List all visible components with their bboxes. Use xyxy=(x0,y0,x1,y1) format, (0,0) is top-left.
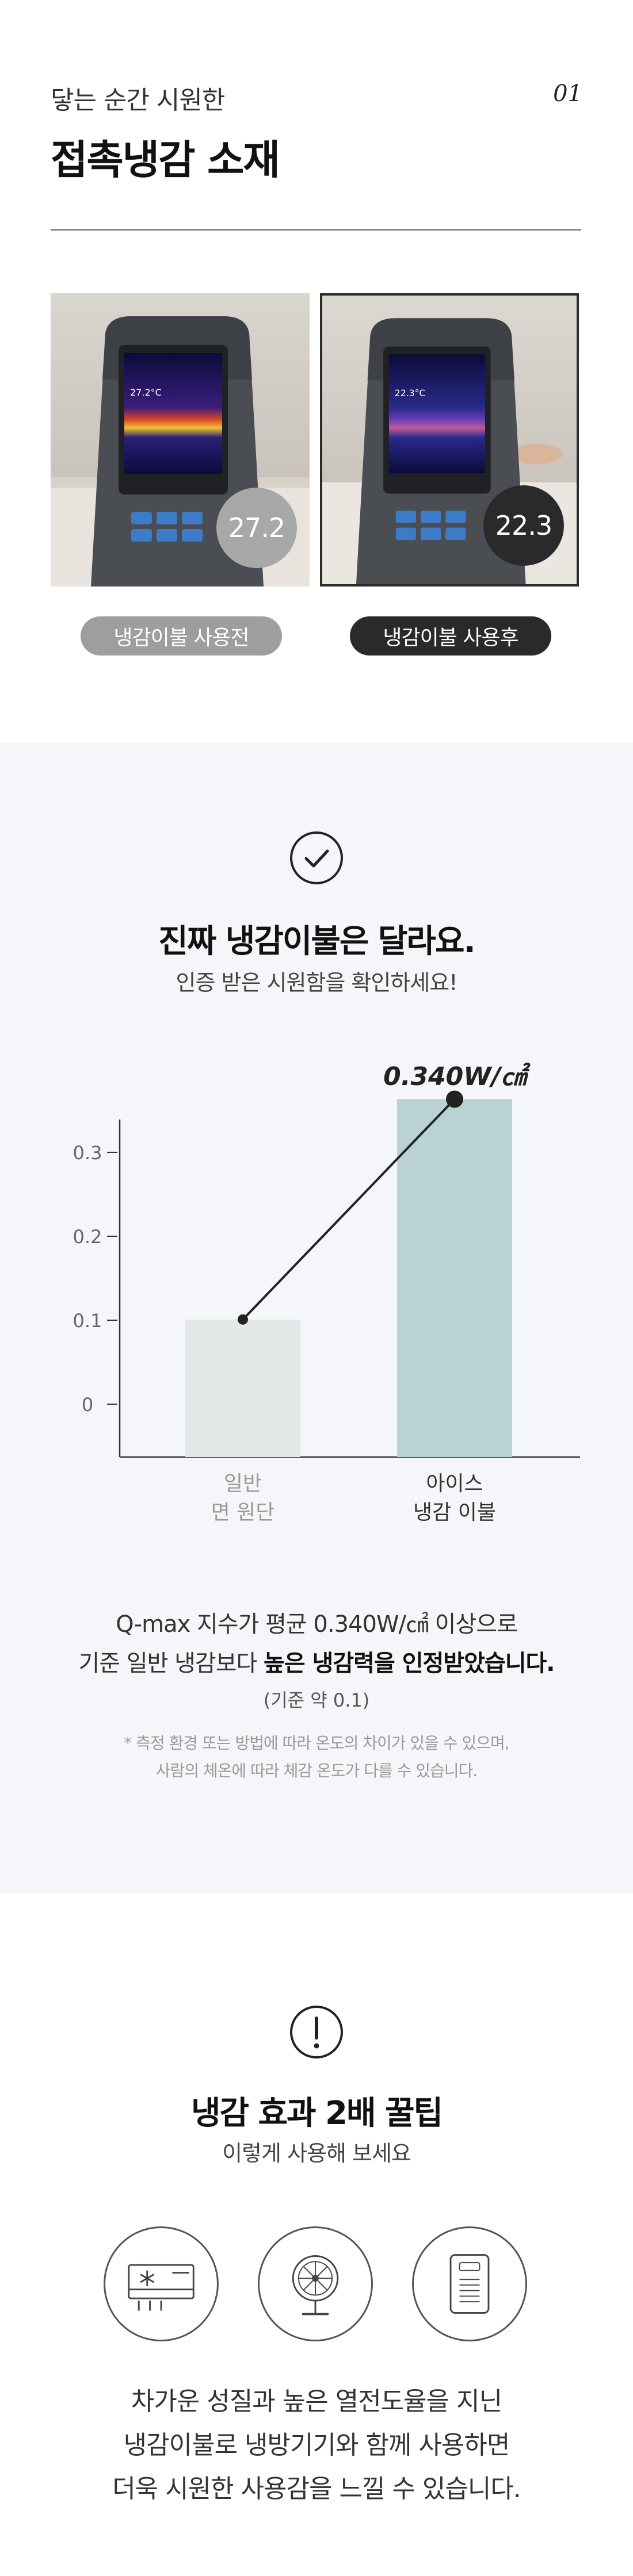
x-category-label: 아이스 xyxy=(426,1472,483,1496)
y-tick-label: 0.1 xyxy=(73,1310,102,1332)
disclaimer-line2: 사람의 체온에 따라 체감 온도가 다를 수 있습니다. xyxy=(155,1761,478,1780)
bar-0 xyxy=(185,1319,300,1457)
screen-temperature-after: 22.3°C xyxy=(395,388,426,398)
section-number: 01 xyxy=(553,80,582,107)
tip-paragraph-line3: 더욱 시원한 사용감을 느낄 수 있습니다. xyxy=(112,2474,521,2504)
section-title: 접촉냉감 소재 xyxy=(51,136,280,183)
y-tick-label: 0.3 xyxy=(73,1142,102,1164)
label-after-use: 냉감이불 사용후 xyxy=(350,616,551,656)
tip-air-conditioner xyxy=(104,2226,219,2341)
x-category-label: 냉감 이불 xyxy=(413,1501,496,1524)
fan-icon xyxy=(292,2255,339,2316)
data-point-0 xyxy=(238,1314,248,1325)
qmax-description-line2: 기준 일반 냉감보다 높은 냉감력을 인정받았습니다. xyxy=(0,1644,633,1678)
thermal-photo-before: 27.2°C 27.2 xyxy=(51,293,310,586)
y-tick-label: 0.2 xyxy=(73,1226,102,1248)
value-annotation: 0.340W/㎠ xyxy=(383,1062,531,1091)
thermal-photo-after: 22.3°C 22.3 xyxy=(320,293,579,586)
air-conditioner-icon xyxy=(128,2264,195,2311)
section-heading: 냉감 효과 2배 꿀팁 xyxy=(190,2095,443,2132)
cooling-material-section: 닿는 순간 시원한 01 접촉냉감 소재 xyxy=(0,0,633,743)
certification-section: 진짜 냉감이불은 달라요. 인증 받은 시원함을 확인하세요! 0 0.1 0.2 0… xyxy=(0,743,633,1894)
divider xyxy=(51,229,581,231)
qmax-description-line1: Q-max 지수가 평균 0.340W/㎠ 이상으로 xyxy=(116,1611,518,1638)
disclaimer-line1: * 측정 환경 또는 방법에 따라 온도의 차이가 있을 수 있으며, xyxy=(124,1734,509,1753)
check-circle-icon xyxy=(290,831,343,884)
tip-paragraph-line2: 냉감이불로 냉방기기와 함께 사용하면 xyxy=(123,2431,510,2460)
section-subheading: 인증 받은 시원함을 확인하세요! xyxy=(176,970,458,995)
x-category-label: 일반 xyxy=(224,1472,262,1496)
section-heading: 진짜 냉감이불은 달라요. xyxy=(158,923,475,960)
section-subtitle: 닿는 순간 시원한 xyxy=(51,86,225,115)
qmax-baseline-note: (기준 약 0.1) xyxy=(263,1689,370,1711)
tip-paragraph-line1: 차가운 성질과 높은 열전도율을 지닌 xyxy=(131,2387,502,2416)
data-point-1 xyxy=(446,1090,463,1108)
tips-section: 냉감 효과 2배 꿀팁 이렇게 사용해 보세요 xyxy=(0,1894,633,2576)
screen-temperature-before: 27.2°C xyxy=(130,387,162,398)
x-category-label: 면 원단 xyxy=(211,1501,275,1524)
bars xyxy=(185,1099,512,1457)
tip-fan xyxy=(258,2226,373,2341)
bar-1 xyxy=(397,1099,512,1457)
desc-prefix: 기준 일반 냉감보다 xyxy=(78,1650,264,1677)
label-before-use: 냉감이불 사용전 xyxy=(81,616,282,656)
temperature-badge-before: 27.2 xyxy=(216,488,297,568)
air-purifier-icon xyxy=(449,2254,490,2314)
section-subheading: 이렇게 사용해 보세요 xyxy=(222,2141,411,2166)
tip-air-purifier xyxy=(412,2226,527,2341)
y-tick-label: 0 xyxy=(82,1394,93,1416)
y-ticks: 0 0.1 0.2 0.3 xyxy=(73,1142,117,1416)
desc-bold: 높은 냉감력을 인정받았습니다. xyxy=(264,1650,555,1677)
temperature-badge-after: 22.3 xyxy=(483,485,564,566)
trend-line xyxy=(242,1098,456,1321)
exclamation-circle-icon xyxy=(290,2006,343,2058)
